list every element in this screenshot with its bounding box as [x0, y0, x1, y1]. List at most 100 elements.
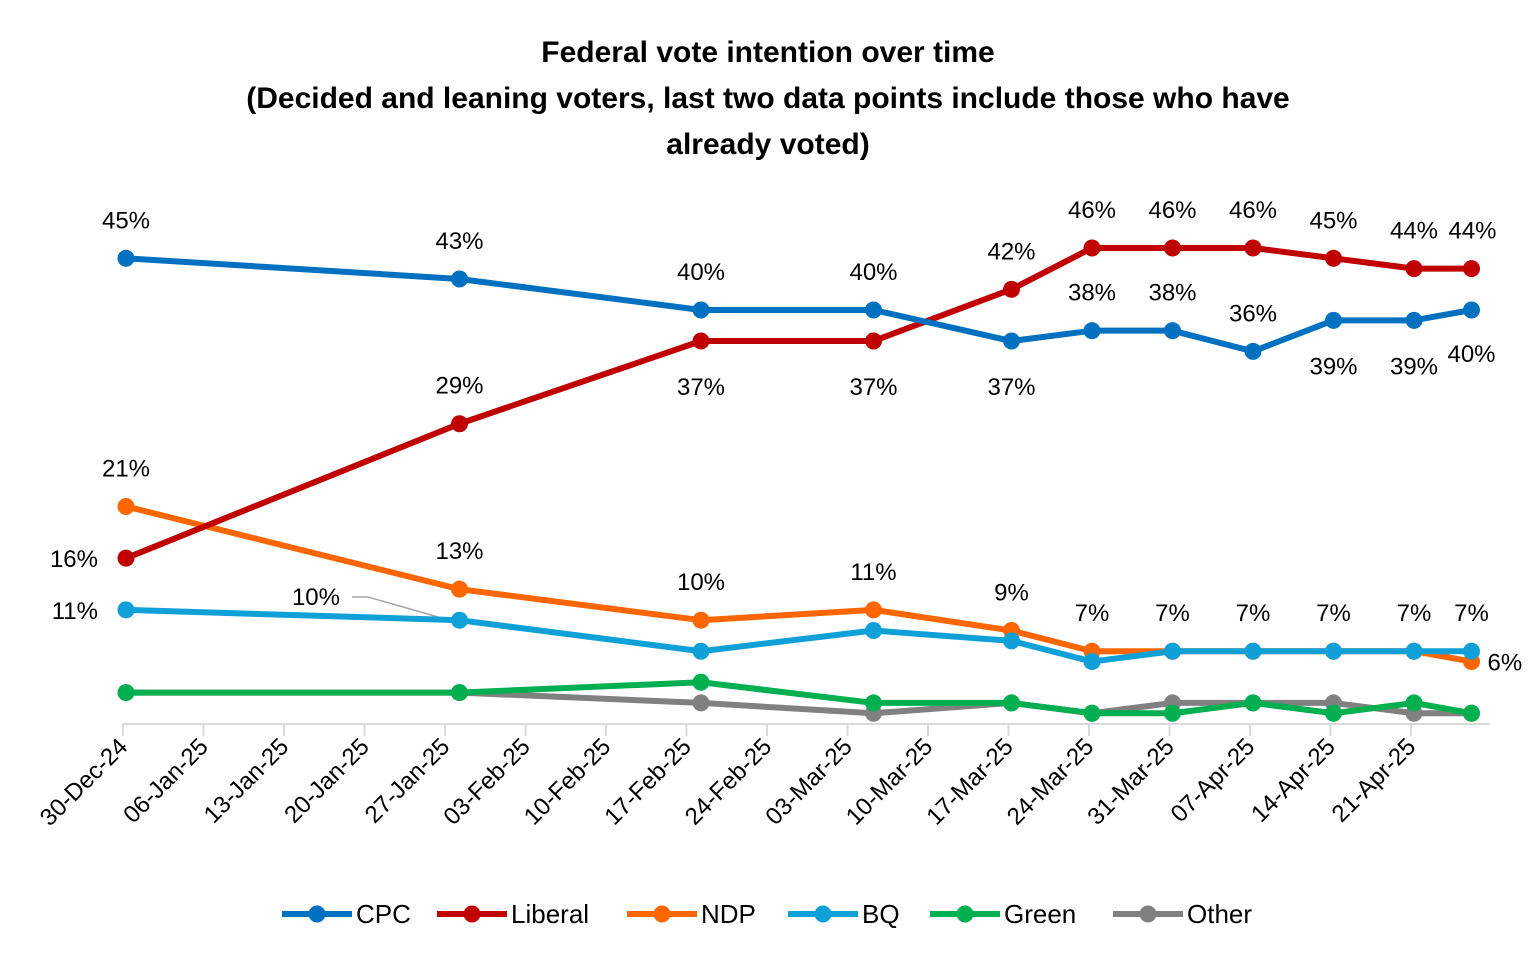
- data-point-bq: [692, 642, 710, 660]
- data-point-bq: [117, 601, 135, 619]
- data-label-ndp: 13%: [435, 538, 483, 565]
- data-point-green: [1463, 704, 1480, 722]
- data-point-green: [1003, 694, 1020, 712]
- data-label-ndp: 7%: [1316, 600, 1351, 627]
- data-label-cpc: 38%: [1148, 280, 1196, 307]
- data-label-cpc: 36%: [1229, 300, 1277, 327]
- x-tick-label: 06-Jan-25: [118, 733, 214, 829]
- data-label-ndp: 7%: [1236, 600, 1271, 627]
- data-point-liberal: [117, 549, 135, 567]
- data-point-liberal: [1405, 260, 1423, 278]
- data-point-cpc: [1003, 332, 1020, 350]
- x-tick-label: 24-Feb-25: [680, 733, 777, 830]
- label-leader-line: [352, 596, 446, 620]
- data-label-liberal: 42%: [987, 238, 1035, 265]
- data-point-bq: [1405, 642, 1423, 660]
- data-point-cpc: [1164, 322, 1181, 340]
- data-label-cpc: 45%: [102, 207, 150, 234]
- series-line-liberal: [124, 244, 1472, 561]
- x-tick-label: 03-Feb-25: [438, 733, 535, 830]
- data-label-cpc: 39%: [1309, 353, 1357, 380]
- data-point-bq: [865, 622, 882, 640]
- x-tick-label: 14-Apr-25: [1246, 733, 1341, 828]
- data-label-ndp: 10%: [677, 569, 725, 596]
- data-label-ndp: 9%: [994, 580, 1029, 607]
- data-point-liberal: [692, 332, 710, 350]
- x-tick-label: 31-Mar-25: [1082, 733, 1179, 830]
- data-label-ndp: 21%: [102, 455, 150, 482]
- data-point-cpc: [117, 249, 135, 267]
- legend-marker: [956, 905, 974, 923]
- x-tick-label: 17-Feb-25: [599, 733, 696, 830]
- data-point-green: [692, 673, 710, 691]
- data-point-green: [451, 684, 468, 702]
- legend-label: NDP: [701, 899, 756, 929]
- data-point-cpc: [1244, 342, 1262, 360]
- data-point-liberal: [865, 332, 882, 350]
- data-label-cpc: 40%: [1447, 341, 1495, 368]
- data-point-ndp: [117, 497, 135, 515]
- data-point-liberal: [1083, 239, 1101, 257]
- x-tick-label: 10-Feb-25: [519, 733, 616, 830]
- legend-label: Other: [1187, 899, 1252, 929]
- x-tick-label: 13-Jan-25: [199, 733, 295, 829]
- data-point-cpc: [1325, 311, 1342, 329]
- data-label-ndp: 11%: [850, 559, 896, 586]
- x-tick-label: 03-Mar-25: [760, 733, 857, 830]
- data-label-cpc: 38%: [1068, 280, 1116, 307]
- data-point-cpc: [692, 301, 710, 319]
- data-label-liberal: 37%: [677, 374, 725, 401]
- data-point-bq: [1244, 642, 1262, 660]
- data-label-liberal: 37%: [849, 374, 897, 401]
- legend-marker: [1139, 905, 1157, 923]
- data-point-liberal: [1003, 280, 1020, 298]
- data-label-liberal: 44%: [1448, 218, 1496, 245]
- data-point-ndp: [692, 611, 710, 629]
- data-point-green: [1164, 704, 1181, 722]
- data-point-other: [692, 694, 710, 712]
- legend-marker: [463, 905, 481, 923]
- data-point-bq: [1083, 653, 1101, 671]
- data-point-bq: [1164, 642, 1181, 660]
- legend-marker: [653, 905, 671, 923]
- data-label-cpc: 40%: [677, 259, 725, 286]
- data-point-green: [1325, 704, 1342, 722]
- data-point-cpc: [1083, 322, 1101, 340]
- data-point-liberal: [1164, 239, 1181, 257]
- data-label-liberal: 45%: [1309, 207, 1357, 234]
- legend-label: CPC: [356, 899, 411, 929]
- chart-title-line: Federal vote intention over time: [541, 36, 995, 69]
- data-label-liberal: 46%: [1068, 197, 1116, 224]
- chart-title-line: already voted): [666, 128, 870, 161]
- data-label-ndp: 7%: [1075, 600, 1110, 627]
- data-label-cpc: 43%: [435, 228, 483, 255]
- legend-label: BQ: [862, 899, 900, 929]
- legend-label: Liberal: [511, 899, 589, 929]
- data-point-ndp: [451, 580, 468, 598]
- legend-label: Green: [1004, 899, 1076, 929]
- data-label-liberal: 16%: [50, 546, 98, 573]
- data-label-bq: 10%: [292, 584, 340, 611]
- data-label-cpc: 40%: [849, 259, 897, 286]
- data-label-liberal: 46%: [1229, 197, 1277, 224]
- data-point-liberal: [1463, 260, 1480, 278]
- data-point-green: [1405, 694, 1423, 712]
- chart-title-line: (Decided and leaning voters, last two da…: [246, 82, 1290, 115]
- data-point-bq: [451, 611, 468, 629]
- x-tick-label: 30-Dec-24: [35, 733, 133, 831]
- data-point-ndp: [865, 601, 882, 619]
- data-point-bq: [1003, 632, 1020, 650]
- data-point-cpc: [451, 270, 468, 288]
- legend-marker: [308, 905, 326, 923]
- data-point-liberal: [1325, 249, 1342, 267]
- data-label-liberal: 46%: [1148, 197, 1196, 224]
- x-tick-label: 17-Mar-25: [921, 733, 1018, 830]
- x-tick-label: 21-Apr-25: [1327, 733, 1422, 828]
- data-point-bq: [1463, 642, 1480, 660]
- chart-title: Federal vote intention over time (Decide…: [0, 30, 1536, 168]
- data-point-green: [865, 694, 882, 712]
- data-point-cpc: [1405, 311, 1423, 329]
- data-label-ndp: 7%: [1155, 600, 1190, 627]
- data-point-cpc: [865, 301, 882, 319]
